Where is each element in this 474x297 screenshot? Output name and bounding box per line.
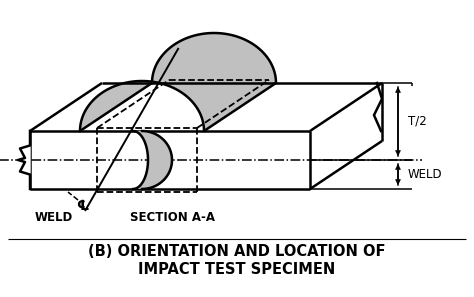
Polygon shape	[310, 83, 382, 189]
Text: (B) ORIENTATION AND LOCATION OF: (B) ORIENTATION AND LOCATION OF	[88, 244, 386, 258]
Polygon shape	[133, 131, 172, 189]
Polygon shape	[18, 131, 30, 189]
Text: WELD: WELD	[408, 168, 443, 181]
Polygon shape	[30, 83, 382, 131]
Text: WELD: WELD	[35, 211, 73, 224]
Polygon shape	[80, 33, 276, 131]
Text: T/2: T/2	[408, 115, 427, 128]
Text: SECTION A-A: SECTION A-A	[130, 211, 215, 224]
Text: IMPACT TEST SPECIMEN: IMPACT TEST SPECIMEN	[138, 261, 336, 277]
Polygon shape	[80, 33, 276, 131]
Polygon shape	[30, 131, 310, 189]
Text: ℄: ℄	[76, 199, 88, 213]
